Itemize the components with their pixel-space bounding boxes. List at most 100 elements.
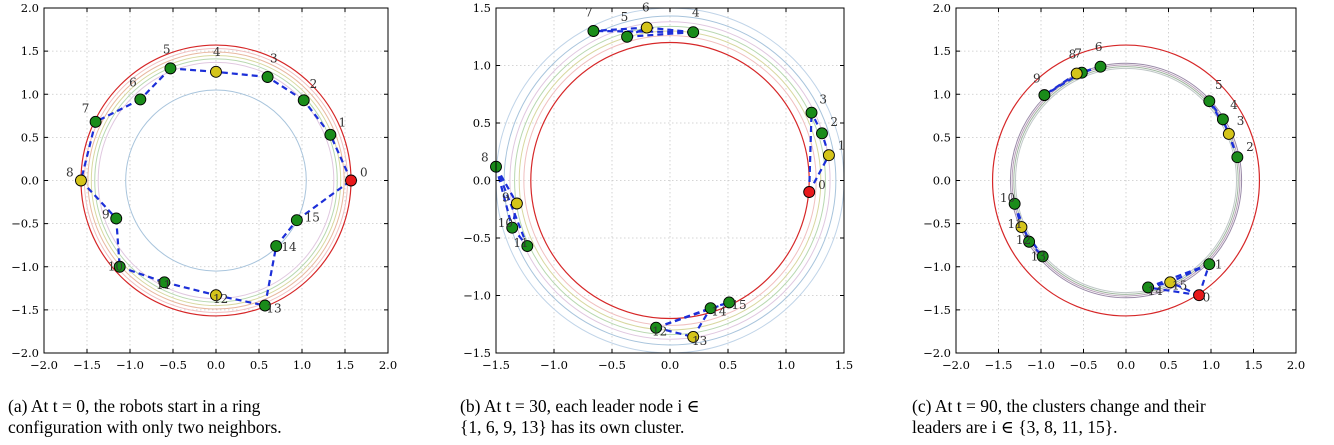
node-label-13: 13 bbox=[692, 334, 707, 348]
x-tick-label: 0.5 bbox=[719, 358, 737, 372]
caption-b-line-1: (b) At t = 30, each leader node i ∈ bbox=[460, 396, 700, 416]
node-label-9: 9 bbox=[102, 208, 110, 222]
x-tick-label: 0.0 bbox=[1117, 358, 1135, 372]
edge-7-9 bbox=[1043, 71, 1083, 97]
node-6 bbox=[640, 21, 653, 34]
node-label-5: 5 bbox=[163, 42, 171, 56]
node-8 bbox=[75, 174, 87, 187]
node-1 bbox=[1203, 258, 1216, 271]
node-15 bbox=[723, 296, 736, 309]
x-tick-label: 1.5 bbox=[336, 358, 354, 372]
y-tick-label: 0.5 bbox=[933, 130, 951, 144]
y-tick-label: 1.0 bbox=[933, 87, 951, 101]
x-tick-label: 1.0 bbox=[293, 358, 311, 372]
node-label-5: 5 bbox=[621, 10, 629, 24]
edge-6-7 bbox=[95, 98, 141, 123]
node-3 bbox=[1222, 127, 1235, 140]
reference-circle bbox=[1009, 62, 1243, 299]
y-tick-label: −0.5 bbox=[463, 231, 491, 245]
node-label-3: 3 bbox=[270, 51, 278, 65]
x-tick-label: −1.5 bbox=[482, 358, 510, 372]
node-label-2: 2 bbox=[1246, 140, 1254, 154]
node-13 bbox=[687, 330, 700, 343]
node-label-6: 6 bbox=[129, 76, 137, 90]
x-tick-label: 1.5 bbox=[835, 358, 853, 372]
edge-15-0 bbox=[296, 179, 352, 222]
node-label-0: 0 bbox=[360, 166, 368, 180]
edge-12-13 bbox=[215, 294, 266, 307]
x-tick-label: 0.0 bbox=[207, 358, 225, 372]
node-13 bbox=[259, 299, 271, 312]
node-4 bbox=[210, 65, 222, 78]
edge-12-13 bbox=[655, 326, 694, 338]
node-label-10: 10 bbox=[108, 260, 123, 274]
node-2 bbox=[1231, 151, 1244, 164]
node-0 bbox=[803, 186, 816, 198]
node-7 bbox=[89, 115, 102, 128]
node-label-14: 14 bbox=[1148, 284, 1164, 298]
reference-circle bbox=[991, 44, 1261, 317]
node-label-11: 11 bbox=[1007, 217, 1022, 231]
node-7 bbox=[587, 25, 600, 37]
node-label-4: 4 bbox=[213, 45, 221, 59]
edge-0-14 bbox=[1147, 286, 1200, 297]
node-14 bbox=[1142, 281, 1155, 294]
x-tick-label: 1.0 bbox=[1202, 358, 1220, 372]
edge-9-10 bbox=[115, 218, 121, 267]
y-tick-label: −2.0 bbox=[923, 346, 951, 360]
caption-b: (b) At t = 30, each leader node i ∈ {1, … bbox=[460, 396, 700, 438]
x-tick-label: −1.5 bbox=[73, 358, 101, 372]
y-tick-label: 1.0 bbox=[21, 87, 39, 101]
node-3 bbox=[261, 71, 274, 83]
edge-0-1 bbox=[329, 134, 353, 181]
x-tick-label: −1.0 bbox=[540, 358, 568, 372]
node-10 bbox=[506, 221, 519, 234]
x-tick-label: −1.5 bbox=[985, 358, 1013, 372]
node-11 bbox=[521, 240, 534, 253]
reference-circle bbox=[1013, 66, 1239, 295]
x-tick-label: −2.0 bbox=[942, 358, 970, 372]
node-9 bbox=[110, 212, 123, 225]
y-tick-label: 2.0 bbox=[21, 1, 39, 15]
node-label-1: 1 bbox=[838, 138, 846, 152]
edge-8-9 bbox=[1043, 72, 1078, 97]
reference-circle bbox=[509, 21, 831, 340]
grid bbox=[955, 7, 1297, 354]
y-tick-label: −2.0 bbox=[11, 346, 39, 360]
edge-1-15 bbox=[1169, 263, 1210, 284]
node-label-2: 2 bbox=[310, 77, 318, 91]
node-label-3: 3 bbox=[1237, 114, 1245, 128]
edge-4-5 bbox=[170, 67, 217, 73]
y-tick-label: −1.5 bbox=[11, 303, 39, 317]
node-label-4: 4 bbox=[1230, 98, 1238, 112]
edge-5-6 bbox=[139, 67, 172, 101]
node-label-6: 6 bbox=[1095, 40, 1103, 54]
y-tick-label: 0.0 bbox=[473, 174, 491, 188]
y-tick-label: 1.5 bbox=[473, 1, 491, 15]
node-12 bbox=[1023, 235, 1036, 248]
node-14 bbox=[270, 240, 283, 253]
node-5 bbox=[164, 62, 177, 75]
node-14 bbox=[704, 302, 717, 315]
node-label-1: 1 bbox=[1215, 258, 1223, 272]
edge-8-9 bbox=[80, 179, 118, 220]
node-12 bbox=[650, 321, 663, 334]
x-tick-label: 0.0 bbox=[661, 358, 679, 372]
x-tick-label: 1.5 bbox=[1244, 358, 1262, 372]
node-label-1: 1 bbox=[339, 115, 347, 129]
node-0 bbox=[1193, 289, 1206, 302]
edge-4-6 bbox=[646, 26, 694, 34]
node-11 bbox=[158, 276, 171, 289]
edge-1-2 bbox=[302, 99, 332, 136]
node-2 bbox=[297, 94, 310, 107]
y-tick-label: 2.0 bbox=[933, 1, 951, 15]
node-label-11: 11 bbox=[513, 236, 528, 250]
reference-circle bbox=[87, 51, 345, 310]
node-label-8: 8 bbox=[1069, 48, 1077, 62]
node-label-15: 15 bbox=[731, 298, 746, 312]
node-label-2: 2 bbox=[830, 115, 838, 129]
edge-8-9 bbox=[496, 166, 518, 205]
reference-circle bbox=[1011, 64, 1241, 297]
